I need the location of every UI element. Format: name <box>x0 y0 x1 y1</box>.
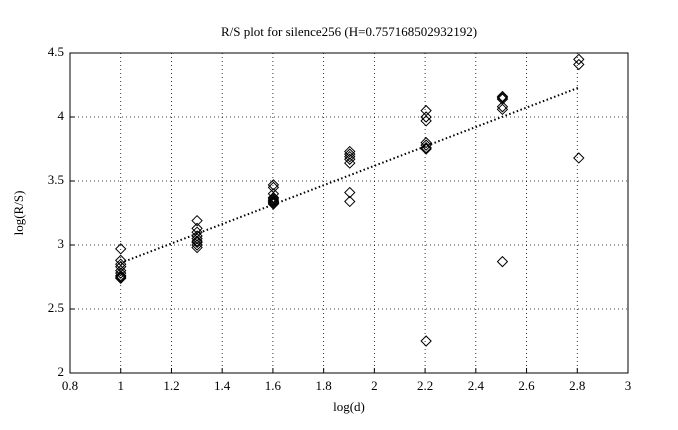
x-tick-label: 1 <box>117 378 124 393</box>
point <box>267 191 280 204</box>
x-tick-label: 2.6 <box>518 378 535 393</box>
point <box>573 53 585 66</box>
point <box>344 150 356 163</box>
point <box>267 198 280 210</box>
point <box>496 255 509 268</box>
point <box>420 142 432 154</box>
y-tick-label: 2.5 <box>48 300 64 315</box>
point <box>115 243 127 255</box>
point <box>191 232 203 245</box>
point <box>267 193 280 205</box>
fit-line <box>120 86 580 264</box>
point <box>115 264 127 277</box>
x-tick-label: 2.8 <box>569 378 585 393</box>
point <box>420 143 432 155</box>
point <box>191 222 203 235</box>
point <box>573 58 585 71</box>
point <box>344 186 356 199</box>
x-tick-label: 0.8 <box>62 378 78 393</box>
y-tick-label: 2 <box>58 364 65 379</box>
chart-title: R/S plot for silence256 (H=0.75716850293… <box>221 24 477 39</box>
x-tick-label: 3 <box>625 378 632 393</box>
point <box>115 271 127 283</box>
point <box>191 214 203 227</box>
point <box>267 195 280 208</box>
point <box>115 272 127 284</box>
point <box>344 145 356 158</box>
point <box>267 194 280 206</box>
plot-frame <box>69 52 629 374</box>
point <box>420 115 432 127</box>
point <box>191 235 203 247</box>
y-tick-label: 3.5 <box>48 172 64 187</box>
point <box>420 139 432 151</box>
point <box>344 148 356 160</box>
point <box>115 267 127 279</box>
x-tick-label: 1.6 <box>265 378 282 393</box>
point <box>115 258 127 270</box>
point <box>496 101 509 113</box>
point <box>496 103 509 116</box>
x-tick-label: 2.2 <box>417 378 433 393</box>
x-tick-label: 1.4 <box>214 378 231 393</box>
point <box>344 157 356 169</box>
x-tick-label: 2 <box>371 378 378 393</box>
point <box>496 92 509 104</box>
point <box>420 136 432 149</box>
point <box>191 236 203 249</box>
point <box>115 270 127 282</box>
x-tick-label: 1.8 <box>316 378 332 393</box>
y-tick-label: 3 <box>58 236 65 251</box>
y-tick-label: 4 <box>58 108 65 123</box>
point <box>191 239 203 251</box>
x-axis-label: log(d) <box>333 399 365 414</box>
point <box>267 179 280 191</box>
y-tick-label: 4.5 <box>48 44 64 59</box>
point <box>191 230 203 242</box>
point <box>344 153 356 165</box>
point <box>344 195 356 208</box>
point <box>420 104 432 117</box>
point <box>573 152 585 164</box>
point <box>191 241 203 254</box>
x-tick-label: 2.4 <box>468 378 485 393</box>
point <box>115 254 127 267</box>
y-axis-label: log(R/S) <box>11 191 26 236</box>
point <box>420 335 432 347</box>
point <box>420 111 432 123</box>
x-tick-label: 1.2 <box>163 378 179 393</box>
point <box>267 197 280 209</box>
